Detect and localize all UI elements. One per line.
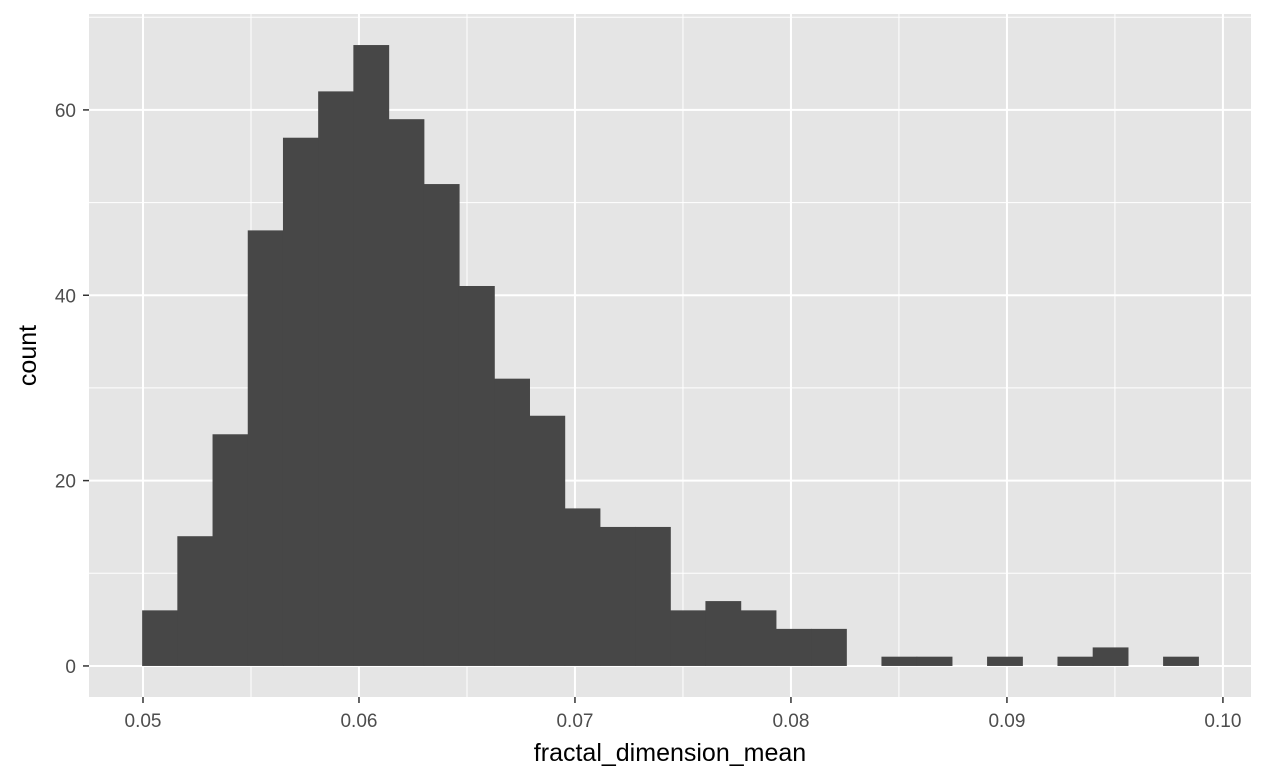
histogram-bar [881,656,918,666]
y-tick-label: 60 [55,101,76,122]
histogram-bar [282,137,319,666]
x-tick-label: 0.10 [1204,711,1241,732]
histogram-bar [458,285,495,666]
y-axis-title: count [14,325,42,386]
histogram-bar [775,628,812,666]
x-tick-label: 0.09 [988,711,1025,732]
y-tick-label: 20 [55,472,76,493]
y-tick-label: 0 [65,657,76,678]
y-tick-label: 40 [55,286,76,307]
histogram-bar [916,656,953,666]
x-tick-label: 0.05 [125,711,162,732]
histogram-bar [142,610,178,666]
histogram-bar [353,45,390,666]
x-tick-label: 0.06 [340,711,377,732]
histogram-bar [318,91,354,666]
x-tick-label: 0.08 [772,711,809,732]
histogram-bar [599,526,636,666]
histogram-bar [564,508,601,666]
x-axis-title: fractal_dimension_mean [534,739,806,767]
histogram-bar [388,119,425,666]
histogram-bar [423,184,460,666]
histogram-bar [635,526,671,666]
histogram-bar [1163,656,1199,666]
histogram-bar [705,601,742,666]
histogram-bar [177,536,214,666]
histogram-bars [142,45,1199,666]
x-tick-label: 0.07 [556,711,593,732]
histogram-bar [987,656,1023,666]
histogram-bar [1092,647,1129,666]
x-axis-ticks: 0.05 0.06 0.07 0.08 0.09 0.10 [125,697,1241,732]
histogram-bar [494,378,530,666]
histogram-bar [740,610,777,666]
histogram-bar [811,628,847,666]
histogram-bar [212,434,249,666]
y-axis-ticks: 0 20 40 60 [55,101,89,678]
histogram-bar [529,415,566,666]
histogram-bar [1057,656,1094,666]
histogram-bar [670,610,707,666]
histogram-bar [247,230,284,666]
